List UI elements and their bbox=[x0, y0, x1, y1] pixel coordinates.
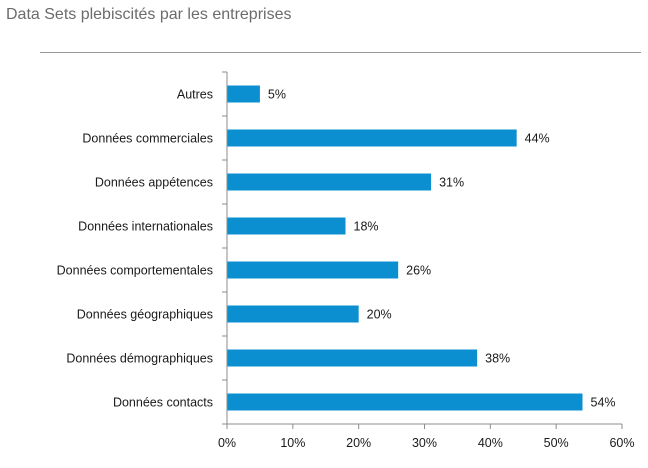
x-tick-label: 0% bbox=[218, 436, 236, 450]
category-label: Données géographiques bbox=[77, 308, 213, 322]
category-label: Autres bbox=[177, 88, 213, 102]
bar bbox=[227, 393, 583, 411]
category-labels: Autres Données commerciales Données appéte… bbox=[57, 88, 213, 410]
bar bbox=[227, 85, 260, 103]
bar bbox=[227, 217, 346, 235]
data-label: 54% bbox=[591, 396, 616, 410]
page-title: Data Sets plebiscités par les entreprise… bbox=[6, 6, 292, 23]
data-label: 26% bbox=[406, 264, 431, 278]
category-label: Données contacts bbox=[113, 396, 213, 410]
bars bbox=[227, 85, 583, 411]
data-label: 31% bbox=[439, 176, 464, 190]
data-label: 18% bbox=[354, 220, 379, 234]
data-label: 38% bbox=[485, 352, 510, 366]
bar bbox=[227, 349, 478, 367]
category-label: Données commerciales bbox=[82, 132, 213, 146]
value-labels: 5% 44% 31% 18% 26% 20% 38% 54% bbox=[268, 88, 616, 410]
x-tick-label: 40% bbox=[478, 436, 503, 450]
x-tick-label: 50% bbox=[544, 436, 569, 450]
bar bbox=[227, 129, 517, 147]
bar bbox=[227, 305, 359, 323]
x-tick-label: 20% bbox=[346, 436, 371, 450]
x-tick-labels: 0% 10% 20% 30% 40% 50% 60% bbox=[218, 436, 635, 450]
category-label: Données démographiques bbox=[66, 352, 213, 366]
bar bbox=[227, 173, 432, 191]
data-label: 44% bbox=[525, 132, 550, 146]
axes bbox=[222, 71, 623, 429]
category-label: Données internationales bbox=[78, 220, 213, 234]
category-label: Données appétences bbox=[95, 176, 213, 190]
x-tick-label: 60% bbox=[609, 436, 634, 450]
x-tick-label: 30% bbox=[412, 436, 437, 450]
x-tick-label: 10% bbox=[280, 436, 305, 450]
data-label: 5% bbox=[268, 88, 286, 102]
title-divider bbox=[40, 52, 641, 53]
category-label: Données comportementales bbox=[57, 264, 213, 278]
bar bbox=[227, 261, 399, 279]
data-label: 20% bbox=[367, 308, 392, 322]
